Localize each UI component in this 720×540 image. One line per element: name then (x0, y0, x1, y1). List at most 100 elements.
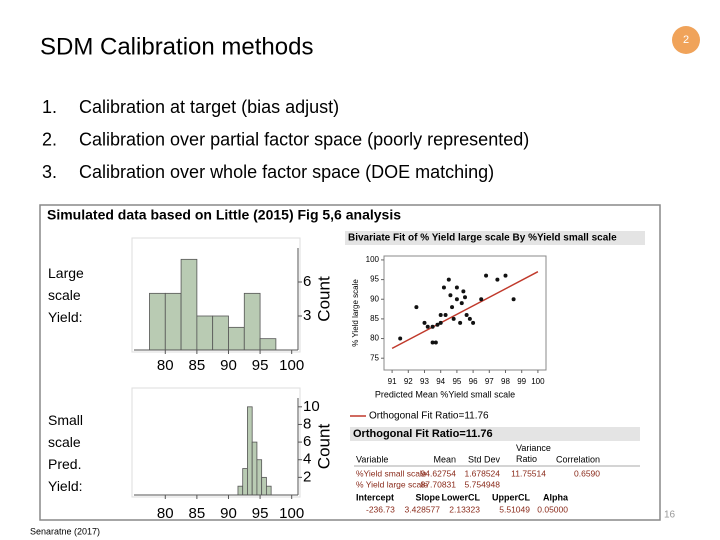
y-tick-label: 80 (370, 334, 379, 343)
scatter-point (467, 316, 472, 321)
table-cell: 0.05000 (537, 504, 568, 514)
fit-line (391, 271, 539, 350)
x-tick-label: 85 (189, 505, 206, 522)
figure-caption: Simulated data based on Little (2015) Fi… (47, 207, 401, 223)
histogram-bar (164, 292, 182, 351)
table-header: Variable (356, 454, 388, 464)
x-tick-label: 100 (279, 357, 304, 374)
scatter-point (479, 297, 484, 302)
histogram-bar (242, 468, 248, 496)
x-tick-label: 80 (157, 505, 174, 522)
y-tick-label: 100 (366, 255, 380, 264)
x-axis-label: Predicted Mean %Yield small scale (375, 389, 515, 399)
chart-title-bar (345, 231, 645, 245)
y-tick-label: 2 (303, 468, 311, 485)
table-title: Orthogonal Fit Ratio=11.76 (353, 428, 493, 440)
chart-title: Bivariate Fit of % Yield large scale By … (348, 233, 617, 244)
x-tick-label: 95 (452, 377, 461, 386)
y-tick-label: 4 (303, 451, 311, 468)
scatter-point (495, 277, 500, 282)
list-text: Calibration over whole factor space (DOE… (79, 162, 494, 182)
histogram-bar (237, 485, 244, 496)
scatter-point (438, 312, 443, 317)
scatter-point (454, 297, 459, 302)
table-cell: 87.70831 (421, 479, 457, 489)
table-cell: 1.678524 (465, 468, 501, 478)
slide-badge (672, 26, 700, 54)
histogram-bar (265, 485, 272, 496)
scatter-point (463, 295, 467, 300)
y-axis-label: % Yield large scale (351, 279, 360, 347)
table-cell: 3.428577 (405, 504, 441, 514)
x-tick-label: 100 (279, 505, 304, 522)
histogram-bar (228, 326, 245, 351)
panel-label: Large scale Yield: (48, 265, 84, 325)
table-cell: -236.73 (366, 504, 395, 514)
y-axis-label: Count (314, 276, 333, 322)
y-tick-label: 10 (303, 398, 320, 415)
table-header: LowerCL (441, 492, 480, 502)
list-text: Calibration at target (bias adjust) (79, 97, 339, 117)
x-tick-label: 100 (531, 377, 545, 386)
legend-text: Orthogonal Fit Ratio=11.76 (369, 411, 489, 422)
y-tick-label: 8 (303, 415, 311, 432)
x-tick-label: 93 (420, 377, 429, 386)
scatter-point (484, 273, 489, 278)
scatter-point (448, 293, 453, 298)
x-tick-label: 97 (485, 377, 494, 386)
x-tick-label: 99 (517, 377, 526, 386)
scatter-point (435, 322, 440, 327)
table-title-bar (350, 427, 640, 441)
histogram-bar (243, 292, 261, 351)
scatter-point (458, 320, 463, 325)
plot-panel (131, 387, 301, 498)
list-marker: 2. (42, 129, 57, 149)
y-tick-label: 75 (370, 353, 379, 362)
scatter-point (446, 277, 451, 282)
histogram-bar (256, 459, 263, 496)
table-cell: 0.6590 (574, 468, 600, 478)
scatter-point (438, 320, 443, 325)
histogram-bar (247, 406, 253, 496)
x-tick-label: 98 (501, 377, 510, 386)
scatter-point (454, 285, 459, 290)
table-cell: 5.51049 (499, 504, 530, 514)
list-text: Calibration over partial factor space (p… (79, 129, 529, 149)
figure-frame (39, 204, 661, 521)
slide-number: 2 (683, 34, 689, 46)
panel-label: Small scale Pred. Yield: (48, 412, 83, 494)
list-marker: 1. (42, 97, 57, 117)
table-cell: 94.62754 (421, 468, 457, 478)
scatter-point (443, 312, 448, 317)
scatter-point (459, 301, 464, 306)
y-tick-label: 95 (370, 275, 379, 284)
plot-area (383, 255, 547, 371)
scatter-point (430, 340, 435, 345)
scatter-point (464, 312, 469, 317)
histogram-bar (180, 258, 198, 351)
scatter-point (503, 273, 508, 278)
scatter-point (422, 320, 427, 325)
x-tick-label: 92 (404, 377, 413, 386)
scatter-point (450, 305, 455, 310)
scatter-point (461, 289, 466, 294)
histogram-bar (261, 476, 267, 496)
table-cell: 11.75514 (511, 468, 546, 478)
y-axis-label: Count (314, 424, 333, 470)
histogram-bar (259, 338, 277, 351)
table-header: Slope (415, 492, 440, 502)
table-cell: %Yield small scale (356, 468, 427, 478)
scatter-point (430, 324, 435, 329)
list-marker: 3. (42, 162, 57, 182)
table-header: Mean (433, 454, 456, 464)
table-header: Intercept (356, 492, 394, 502)
x-tick-label: 94 (436, 377, 445, 386)
table-header: Variance Ratio (516, 443, 551, 464)
histogram-bar (196, 315, 214, 351)
x-tick-label: 95 (252, 505, 269, 522)
source: Senaratne (2017) (30, 526, 100, 536)
table-cell: 5.754948 (465, 479, 501, 489)
x-tick-label: 96 (469, 377, 478, 386)
page-number: 16 (664, 510, 676, 521)
